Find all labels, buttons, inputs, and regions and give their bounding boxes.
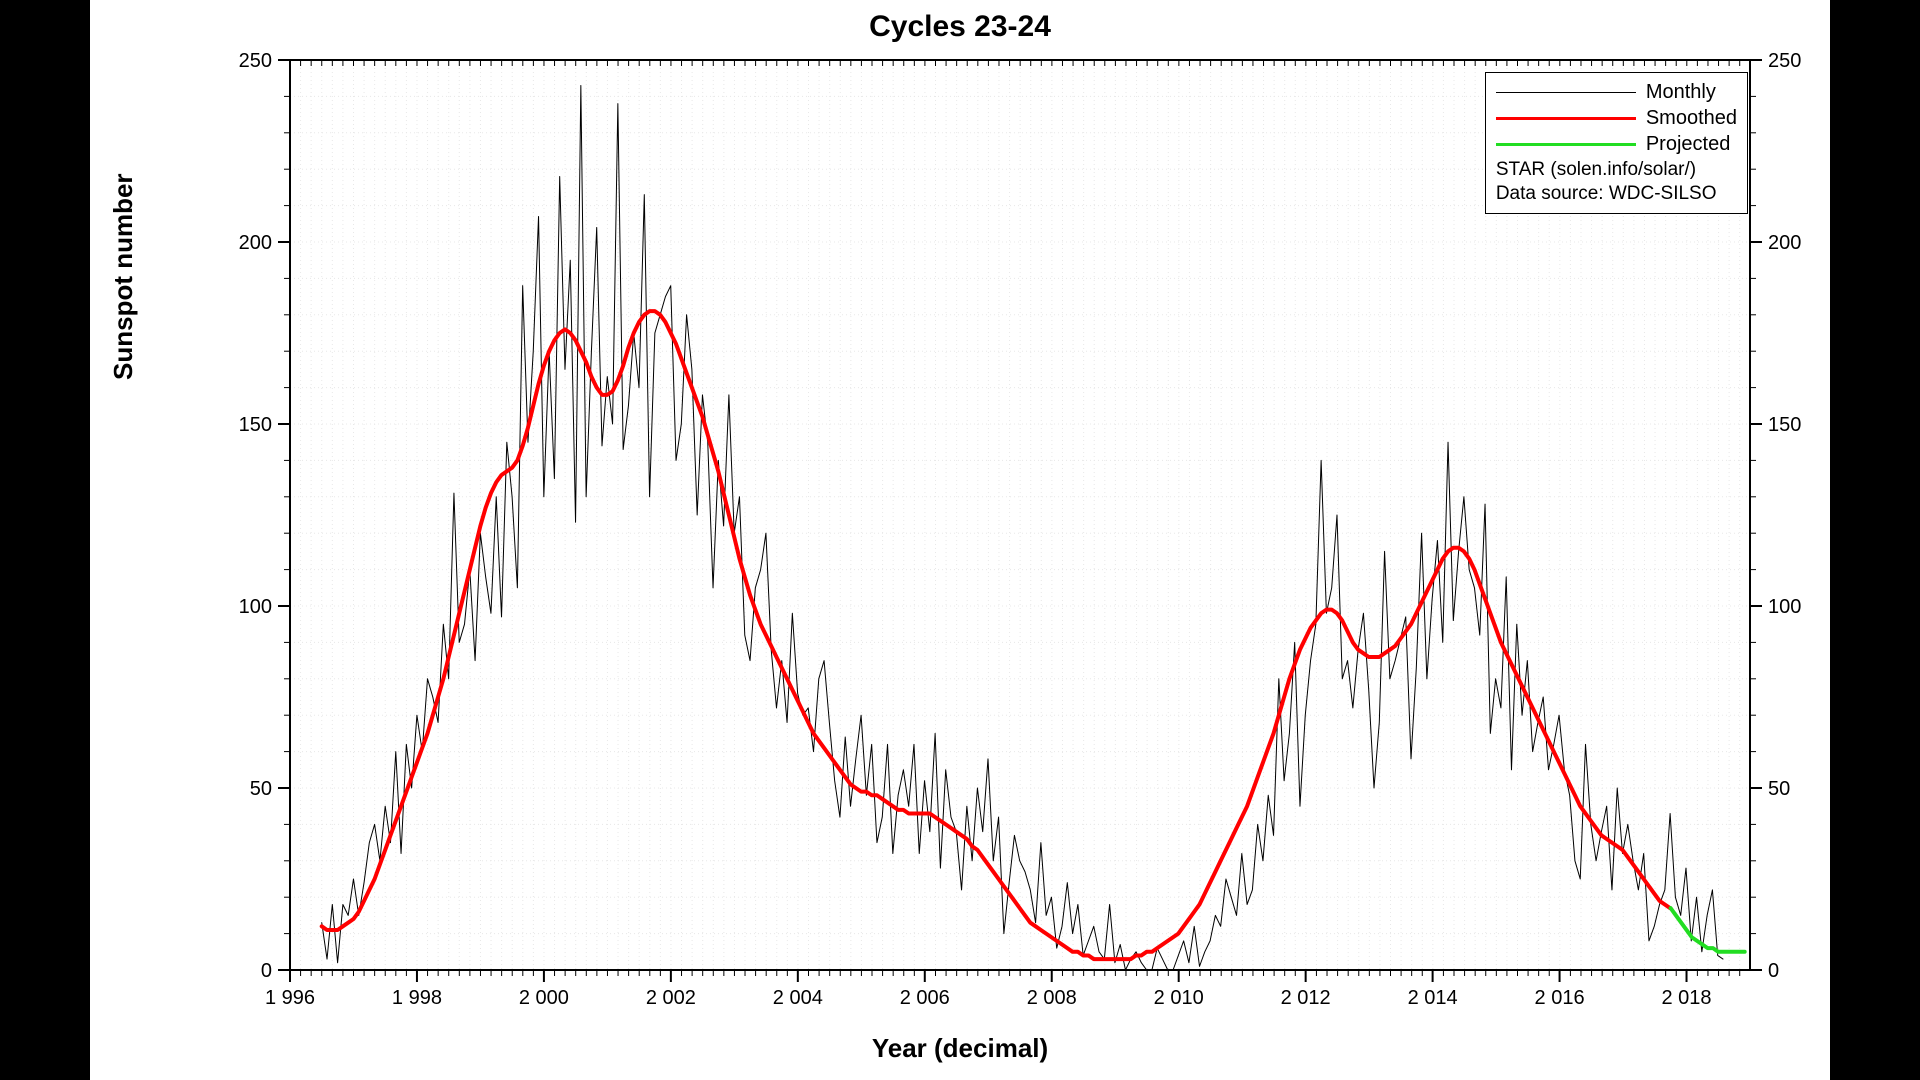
svg-text:2 002: 2 002: [646, 987, 696, 1009]
svg-text:0: 0: [261, 960, 272, 982]
svg-text:250: 250: [1768, 50, 1801, 72]
legend-item: Monthly: [1496, 79, 1737, 105]
svg-text:50: 50: [250, 778, 272, 800]
legend-label: Projected: [1646, 133, 1731, 156]
svg-text:200: 200: [1768, 232, 1801, 254]
legend: Monthly Smoothed Projected STAR (solen.info…: [1485, 72, 1748, 214]
legend-label: Monthly: [1646, 81, 1716, 104]
svg-text:1 998: 1 998: [392, 987, 442, 1009]
svg-text:100: 100: [1768, 596, 1801, 618]
legend-note: Data source: WDC-SILSO: [1496, 183, 1737, 205]
svg-text:50: 50: [1768, 778, 1790, 800]
legend-item: Projected: [1496, 131, 1737, 157]
svg-text:150: 150: [239, 414, 272, 436]
svg-text:100: 100: [239, 596, 272, 618]
svg-text:2 008: 2 008: [1027, 987, 1077, 1009]
svg-text:200: 200: [239, 232, 272, 254]
svg-text:2 000: 2 000: [519, 987, 569, 1009]
legend-note: STAR (solen.info/solar/): [1496, 159, 1737, 181]
svg-text:150: 150: [1768, 414, 1801, 436]
svg-text:2 018: 2 018: [1661, 987, 1711, 1009]
legend-item: Smoothed: [1496, 105, 1737, 131]
svg-text:250: 250: [239, 50, 272, 72]
legend-label: Smoothed: [1646, 107, 1737, 130]
svg-text:1 996: 1 996: [265, 987, 315, 1009]
svg-text:2 016: 2 016: [1535, 987, 1585, 1009]
svg-text:2 010: 2 010: [1154, 987, 1204, 1009]
svg-text:2 012: 2 012: [1281, 987, 1331, 1009]
svg-text:2 006: 2 006: [900, 987, 950, 1009]
svg-text:2 004: 2 004: [773, 987, 823, 1009]
svg-text:2 014: 2 014: [1408, 987, 1458, 1009]
chart-panel: Cycles 23-24 Sunspot number Year (decima…: [90, 0, 1830, 1080]
svg-text:0: 0: [1768, 960, 1779, 982]
